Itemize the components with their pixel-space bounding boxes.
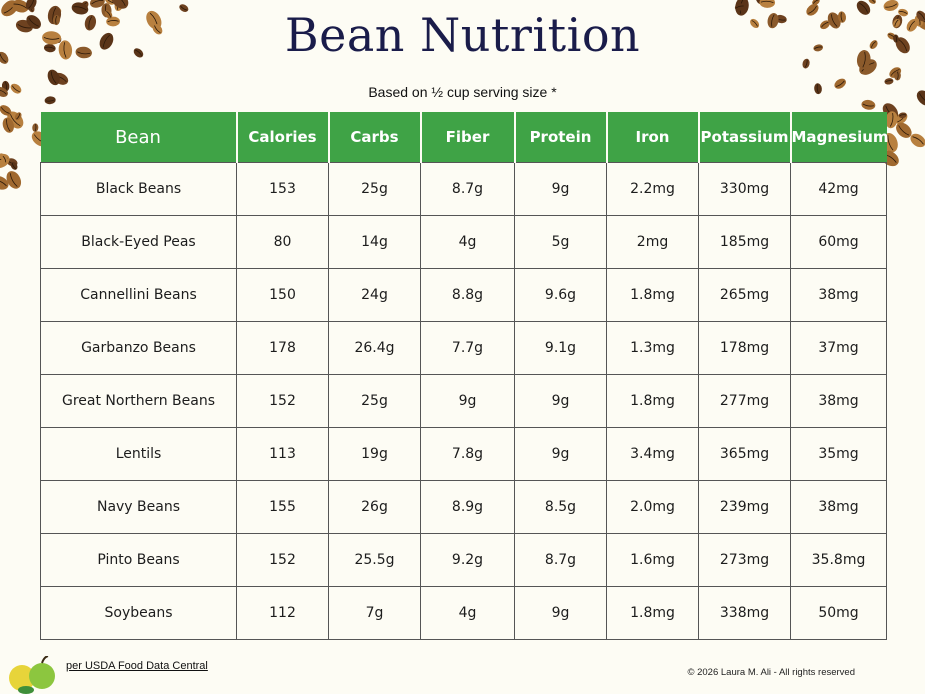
value-cell: 8.5g (514, 480, 607, 534)
page-subtitle: Based on ½ cup serving size * (368, 84, 557, 100)
value-cell: 50mg (790, 586, 887, 640)
bean-name-cell: Cannellini Beans (40, 268, 237, 322)
value-cell: 150 (236, 268, 329, 322)
source-note: per USDA Food Data Central (66, 660, 208, 672)
value-cell: 38mg (790, 374, 887, 428)
value-cell: 2.0mg (606, 480, 699, 534)
value-cell: 38mg (790, 480, 887, 534)
value-cell: 80 (236, 215, 329, 269)
coffee-beans-decoration-left (0, 0, 189, 190)
header-cell: Magnesium (789, 112, 889, 163)
header-cell: Fiber (419, 112, 515, 163)
value-cell: 25g (328, 374, 421, 428)
value-cell: 4g (420, 586, 515, 640)
value-cell: 5g (514, 215, 607, 269)
value-cell: 239mg (698, 480, 791, 534)
nutrition-table: Bean Calories Carbs Fiber Protein Iron P… (40, 112, 889, 640)
table-row: Pinto Beans 152 25.5g 9.2g 8.7g 1.6mg 273mg 35.… (40, 533, 887, 587)
value-cell: 4g (420, 215, 515, 269)
value-cell: 38mg (790, 268, 887, 322)
value-cell: 19g (328, 427, 421, 481)
page-title: Bean Nutrition (284, 8, 641, 62)
value-cell: 365mg (698, 427, 791, 481)
value-cell: 7g (328, 586, 421, 640)
bean-name-cell: Pinto Beans (40, 533, 237, 587)
value-cell: 277mg (698, 374, 791, 428)
value-cell: 9.2g (420, 533, 515, 587)
copyright-text: © 2026 Laura M. Ali - All rights reserve… (687, 667, 855, 678)
header-cell: Potassium (697, 112, 791, 163)
value-cell: 24g (328, 268, 421, 322)
header-cell: Bean (40, 112, 237, 163)
value-cell: 1.8mg (606, 586, 699, 640)
value-cell: 60mg (790, 215, 887, 269)
value-cell: 35mg (790, 427, 887, 481)
coffee-beans-decoration-right (734, 0, 925, 167)
value-cell: 153 (236, 162, 329, 216)
bean-name-cell: Great Northern Beans (40, 374, 237, 428)
bean-name-cell: Lentils (40, 427, 237, 481)
bean-name-cell: Navy Beans (40, 480, 237, 534)
value-cell: 9g (514, 427, 607, 481)
value-cell: 152 (236, 374, 329, 428)
value-cell: 273mg (698, 533, 791, 587)
value-cell: 1.8mg (606, 268, 699, 322)
value-cell: 1.6mg (606, 533, 699, 587)
value-cell: 14g (328, 215, 421, 269)
value-cell: 37mg (790, 321, 887, 375)
value-cell: 1.8mg (606, 374, 699, 428)
value-cell: 9g (420, 374, 515, 428)
value-cell: 26.4g (328, 321, 421, 375)
value-cell: 35.8mg (790, 533, 887, 587)
value-cell: 112 (236, 586, 329, 640)
table-row: Black-Eyed Peas 80 14g 4g 5g 2mg 185mg 60mg (40, 215, 887, 269)
value-cell: 8.8g (420, 268, 515, 322)
value-cell: 178 (236, 321, 329, 375)
value-cell: 8.7g (420, 162, 515, 216)
apple-logo-icon (9, 656, 55, 694)
value-cell: 9g (514, 162, 607, 216)
value-cell: 9.1g (514, 321, 607, 375)
table-row: Black Beans 153 25g 8.7g 9g 2.2mg 330mg 42mg (40, 162, 887, 216)
value-cell: 26g (328, 480, 421, 534)
value-cell: 1.3mg (606, 321, 699, 375)
value-cell: 185mg (698, 215, 791, 269)
table-row: Great Northern Beans 152 25g 9g 9g 1.8mg 277mg… (40, 374, 887, 428)
value-cell: 8.9g (420, 480, 515, 534)
value-cell: 7.8g (420, 427, 515, 481)
header-cell: Carbs (327, 112, 421, 163)
value-cell: 265mg (698, 268, 791, 322)
header-cell: Protein (513, 112, 607, 163)
value-cell: 152 (236, 533, 329, 587)
table-header-row: Bean Calories Carbs Fiber Protein Iron P… (40, 112, 889, 163)
value-cell: 9g (514, 374, 607, 428)
value-cell: 25.5g (328, 533, 421, 587)
table-row: Soybeans 112 7g 4g 9g 1.8mg 338mg 50mg (40, 586, 887, 640)
bean-name-cell: Garbanzo Beans (40, 321, 237, 375)
value-cell: 2.2mg (606, 162, 699, 216)
bean-name-cell: Soybeans (40, 586, 237, 640)
value-cell: 8.7g (514, 533, 607, 587)
bean-name-cell: Black-Eyed Peas (40, 215, 237, 269)
bean-name-cell: Black Beans (40, 162, 237, 216)
value-cell: 155 (236, 480, 329, 534)
value-cell: 25g (328, 162, 421, 216)
value-cell: 42mg (790, 162, 887, 216)
header-cell: Calories (235, 112, 329, 163)
value-cell: 3.4mg (606, 427, 699, 481)
value-cell: 7.7g (420, 321, 515, 375)
header-cell: Iron (605, 112, 699, 163)
value-cell: 9g (514, 586, 607, 640)
value-cell: 9.6g (514, 268, 607, 322)
table-row: Navy Beans 155 26g 8.9g 8.5g 2.0mg 239mg 38mg (40, 480, 887, 534)
value-cell: 330mg (698, 162, 791, 216)
table-row: Cannellini Beans 150 24g 8.8g 9.6g 1.8mg 265mg… (40, 268, 887, 322)
value-cell: 113 (236, 427, 329, 481)
table-row: Lentils 113 19g 7.8g 9g 3.4mg 365mg 35mg (40, 427, 887, 481)
value-cell: 178mg (698, 321, 791, 375)
table-row: Garbanzo Beans 178 26.4g 7.7g 9.1g 1.3mg 178mg… (40, 321, 887, 375)
value-cell: 2mg (606, 215, 699, 269)
value-cell: 338mg (698, 586, 791, 640)
